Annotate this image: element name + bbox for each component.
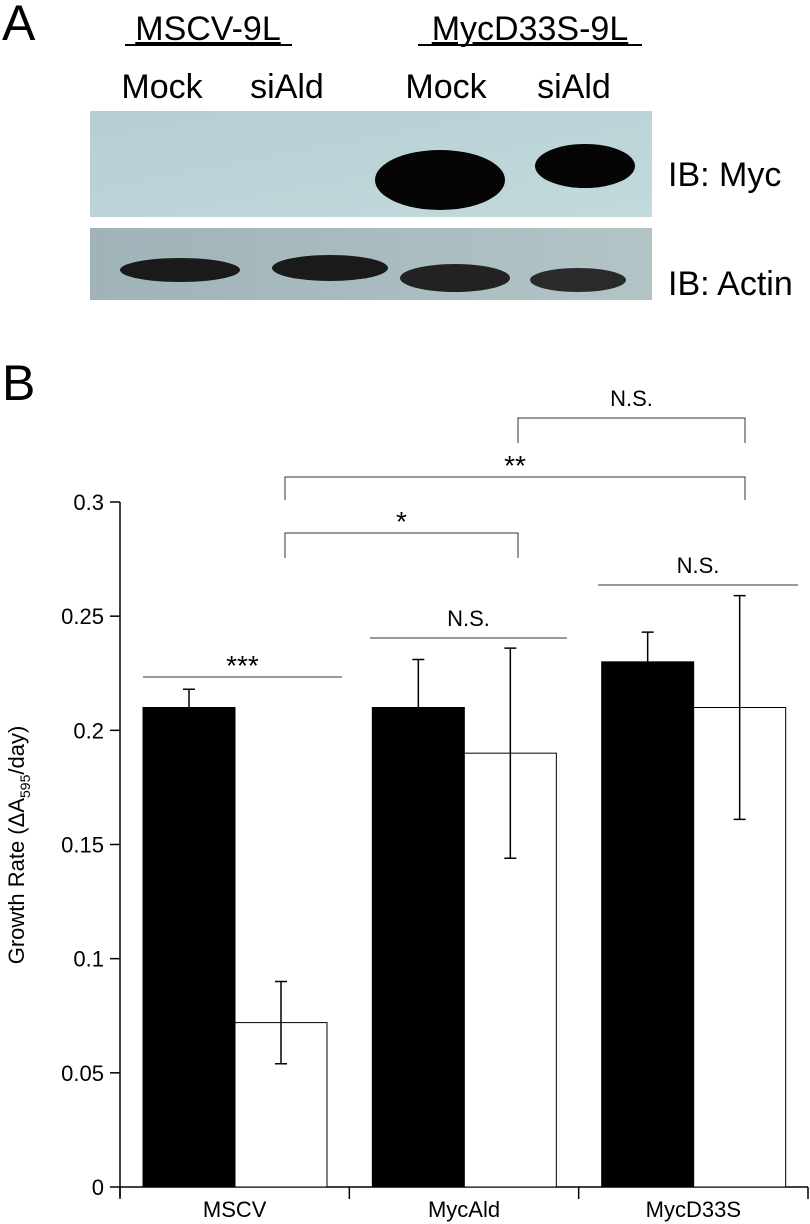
error-bar	[733, 594, 746, 821]
error-bar	[641, 631, 654, 693]
panel-letter: B	[2, 355, 35, 411]
band	[120, 258, 240, 282]
y-label-text: Growth Rate (ΔA	[4, 798, 29, 965]
band	[375, 150, 505, 210]
bar	[142, 707, 236, 1188]
significance-label: N.S.	[447, 606, 490, 631]
error-bar	[275, 980, 287, 1065]
bar	[371, 707, 465, 1188]
x-tick-label: MycAld	[428, 1197, 500, 1222]
significance-label: ***	[226, 650, 259, 681]
x-tick-label: MycD33S	[646, 1197, 741, 1222]
error-bar	[183, 688, 195, 727]
lane-label: siAld	[250, 68, 324, 106]
lane-label: Mock	[121, 68, 203, 106]
y-tick-label: 0.1	[73, 947, 104, 972]
group-label: MycD33S-9L	[432, 10, 629, 48]
band	[535, 144, 635, 188]
band	[272, 255, 388, 281]
significance-line	[284, 476, 746, 500]
band	[530, 268, 626, 292]
lane-label: siAld	[537, 68, 611, 106]
group-label: MSCV-9L	[135, 10, 281, 48]
blot-label: IB: Myc	[668, 156, 781, 194]
y-label-text: /day)	[4, 726, 29, 775]
y-tick-label: 0.2	[73, 718, 104, 743]
error-bar	[504, 647, 517, 859]
significance-label: N.S.	[610, 386, 653, 411]
y-tick-label: 0.15	[61, 833, 104, 858]
y-tick-label: 0.05	[61, 1061, 104, 1086]
x-tick-label: MSCV	[203, 1197, 267, 1222]
y-axis-label: Growth Rate (ΔA595/day)	[4, 726, 33, 965]
significance-line	[517, 417, 746, 443]
panel-letter: A	[2, 0, 36, 51]
bar	[601, 661, 695, 1188]
blot-label: IB: Actin	[668, 265, 793, 303]
band	[400, 264, 510, 292]
y-tick-label: 0.3	[73, 490, 104, 515]
y-label-sub: 595	[17, 774, 33, 798]
significance-line	[284, 532, 519, 558]
significance-label: **	[504, 450, 526, 481]
y-tick-label: 0.25	[61, 604, 104, 629]
significance-label: *	[396, 506, 407, 537]
error-bar	[412, 658, 425, 757]
lane-label: Mock	[405, 68, 487, 106]
y-tick-label: 0	[92, 1175, 104, 1200]
significance-label: N.S.	[677, 553, 720, 578]
